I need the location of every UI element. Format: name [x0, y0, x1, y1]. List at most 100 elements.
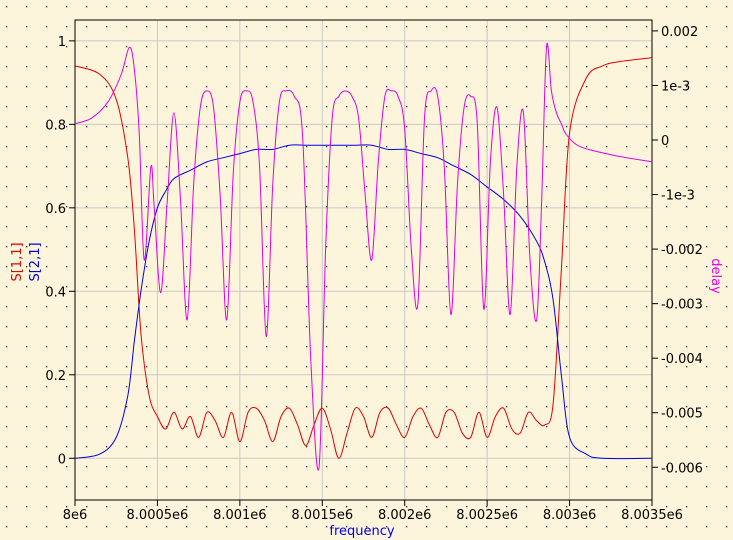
- bg-dot: [186, 286, 188, 288]
- bg-dot: [146, 166, 148, 168]
- bg-dot: [326, 426, 328, 428]
- bg-dot: [126, 126, 128, 128]
- bg-dot: [366, 526, 368, 528]
- bg-dot: [626, 346, 628, 348]
- bg-dot: [286, 186, 288, 188]
- y-left-tick-label: 0.8: [45, 118, 66, 133]
- bg-dot: [706, 366, 708, 368]
- bg-dot: [306, 86, 308, 88]
- bg-dot: [6, 166, 8, 168]
- bg-dot: [306, 446, 308, 448]
- bg-dot: [406, 66, 408, 68]
- bg-dot: [306, 106, 308, 108]
- bg-dot: [246, 366, 248, 368]
- bg-dot: [606, 386, 608, 388]
- bg-dot: [626, 46, 628, 48]
- bg-dot: [346, 426, 348, 428]
- bg-dot: [546, 66, 548, 68]
- bg-dot: [526, 286, 528, 288]
- y-right-tick-label: -0.002: [661, 243, 703, 258]
- bg-dot: [286, 266, 288, 268]
- bg-dot: [546, 166, 548, 168]
- bg-dot: [426, 126, 428, 128]
- bg-dot: [266, 66, 268, 68]
- bg-dot: [6, 126, 8, 128]
- bg-dot: [426, 106, 428, 108]
- bg-dot: [346, 266, 348, 268]
- bg-dot: [246, 106, 248, 108]
- bg-dot: [6, 506, 8, 508]
- bg-dot: [366, 186, 368, 188]
- bg-dot: [106, 6, 108, 8]
- bg-dot: [606, 426, 608, 428]
- bg-dot: [606, 246, 608, 248]
- bg-dot: [66, 226, 68, 228]
- bg-dot: [66, 406, 68, 408]
- bg-dot: [706, 206, 708, 208]
- bg-dot: [246, 206, 248, 208]
- bg-dot: [6, 366, 8, 368]
- bg-dot: [466, 46, 468, 48]
- bg-dot: [346, 146, 348, 148]
- y-left-tick-label: 0.2: [45, 369, 66, 384]
- bg-dot: [326, 246, 328, 248]
- bg-dot: [46, 6, 48, 8]
- bg-dot: [286, 526, 288, 528]
- bg-dot: [266, 386, 268, 388]
- bg-dot: [466, 386, 468, 388]
- bg-dot: [706, 486, 708, 488]
- bg-dot: [26, 466, 28, 468]
- bg-dot: [626, 466, 628, 468]
- bg-dot: [266, 286, 268, 288]
- bg-dot: [186, 66, 188, 68]
- bg-dot: [646, 6, 648, 8]
- bg-dot: [686, 46, 688, 48]
- tick-layer: 8e6 8.0005e6 8.001e6 8.0015e6 8.002e6 8.0025e…: [45, 25, 703, 523]
- bg-dot: [6, 526, 8, 528]
- bg-dot: [406, 466, 408, 468]
- bg-dot: [526, 206, 528, 208]
- bg-dot: [386, 406, 388, 408]
- y-right-tick-label: 1e-3: [661, 79, 690, 94]
- bg-dot: [346, 166, 348, 168]
- bg-dot: [526, 86, 528, 88]
- bg-dot: [406, 506, 408, 508]
- bg-dot: [246, 46, 248, 48]
- bg-dot: [606, 266, 608, 268]
- bg-dot: [526, 146, 528, 148]
- bg-dot: [566, 186, 568, 188]
- bg-dot: [666, 46, 668, 48]
- bg-dot: [66, 446, 68, 448]
- bg-dot: [606, 466, 608, 468]
- bg-dot: [6, 246, 8, 248]
- bg-dot: [146, 366, 148, 368]
- bg-dot: [226, 306, 228, 308]
- bg-dot: [86, 366, 88, 368]
- bg-dot: [246, 466, 248, 468]
- bg-dot: [146, 246, 148, 248]
- bg-dot: [6, 206, 8, 208]
- bg-dot: [706, 226, 708, 228]
- bg-dot: [526, 306, 528, 308]
- bg-dot: [726, 66, 728, 68]
- bg-dot: [286, 366, 288, 368]
- bg-dot: [286, 126, 288, 128]
- bg-dot: [306, 46, 308, 48]
- bg-dot: [586, 406, 588, 408]
- bg-dot: [606, 86, 608, 88]
- bg-dot: [706, 46, 708, 48]
- bg-dot: [366, 26, 368, 28]
- bg-dot: [506, 406, 508, 408]
- bg-dot: [166, 66, 168, 68]
- bg-dot: [506, 226, 508, 228]
- y-right-tick-label: 0: [661, 134, 669, 149]
- bg-dot: [86, 426, 88, 428]
- bg-dot: [346, 366, 348, 368]
- bg-dot: [206, 226, 208, 228]
- bg-dot: [546, 426, 548, 428]
- bg-dot: [626, 166, 628, 168]
- bg-dot: [366, 46, 368, 48]
- bg-dot: [646, 286, 648, 288]
- bg-dot: [366, 166, 368, 168]
- bg-dot: [46, 326, 48, 328]
